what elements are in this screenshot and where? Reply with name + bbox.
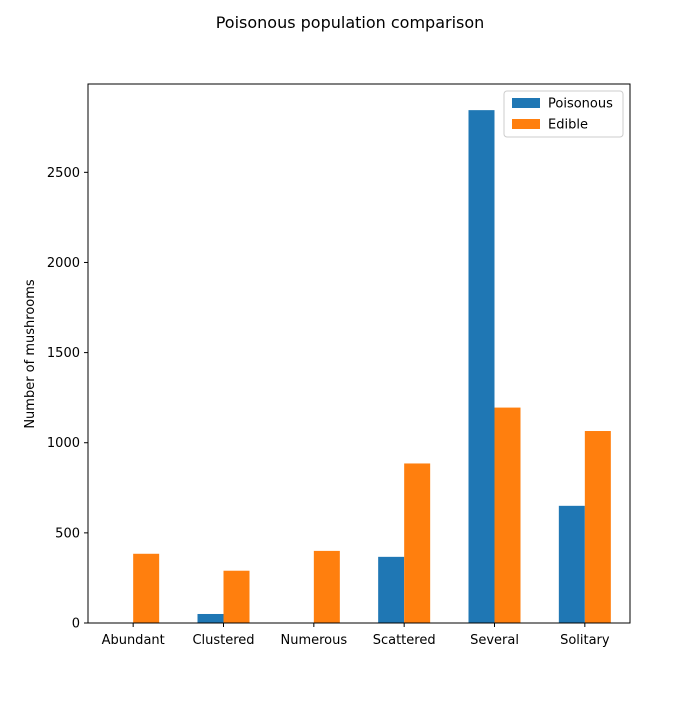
bar-poisonous-scattered [378, 556, 405, 623]
y-tick-label: 1500 [47, 346, 80, 361]
x-tick-label: Numerous [281, 633, 348, 648]
series-edible [133, 407, 611, 623]
bar-poisonous-clustered [197, 613, 224, 623]
legend-label-poisonous: Poisonous [548, 97, 613, 112]
legend-label-edible: Edible [548, 118, 588, 133]
y-tick-label: 2500 [47, 166, 80, 181]
bar-edible-abundant [133, 553, 160, 623]
legend-swatch-edible [512, 119, 540, 129]
y-axis-title: Number of mushrooms [23, 279, 38, 429]
bar-edible-clustered [223, 570, 250, 623]
bar-poisonous-solitary [558, 505, 585, 623]
y-tick-label: 2000 [47, 256, 80, 271]
y-tick-label: 1000 [47, 436, 80, 451]
y-tick-label: 500 [55, 526, 80, 541]
x-tick-label: Solitary [560, 633, 610, 648]
bar-edible-solitary [584, 431, 611, 623]
axes: Abundant Clustered Numerous Scattered Severa… [47, 166, 610, 648]
legend: Poisonous Edible [503, 90, 624, 138]
plot-frame [87, 83, 631, 624]
series-poisonous [197, 110, 585, 623]
x-tick-label: Abundant [102, 633, 165, 648]
x-tick-label: Scattered [373, 633, 436, 648]
bar-edible-scattered [404, 463, 431, 623]
bar-edible-several [494, 407, 521, 623]
chart-title: Poisonous population comparison [216, 13, 485, 32]
bar-poisonous-several [468, 110, 495, 623]
legend-swatch-poisonous [512, 98, 540, 108]
y-tick-label: 0 [72, 617, 80, 632]
x-tick-label: Clustered [192, 633, 254, 648]
bar-edible-numerous [313, 550, 340, 623]
plot-area [133, 110, 611, 623]
x-tick-label: Several [470, 633, 519, 648]
